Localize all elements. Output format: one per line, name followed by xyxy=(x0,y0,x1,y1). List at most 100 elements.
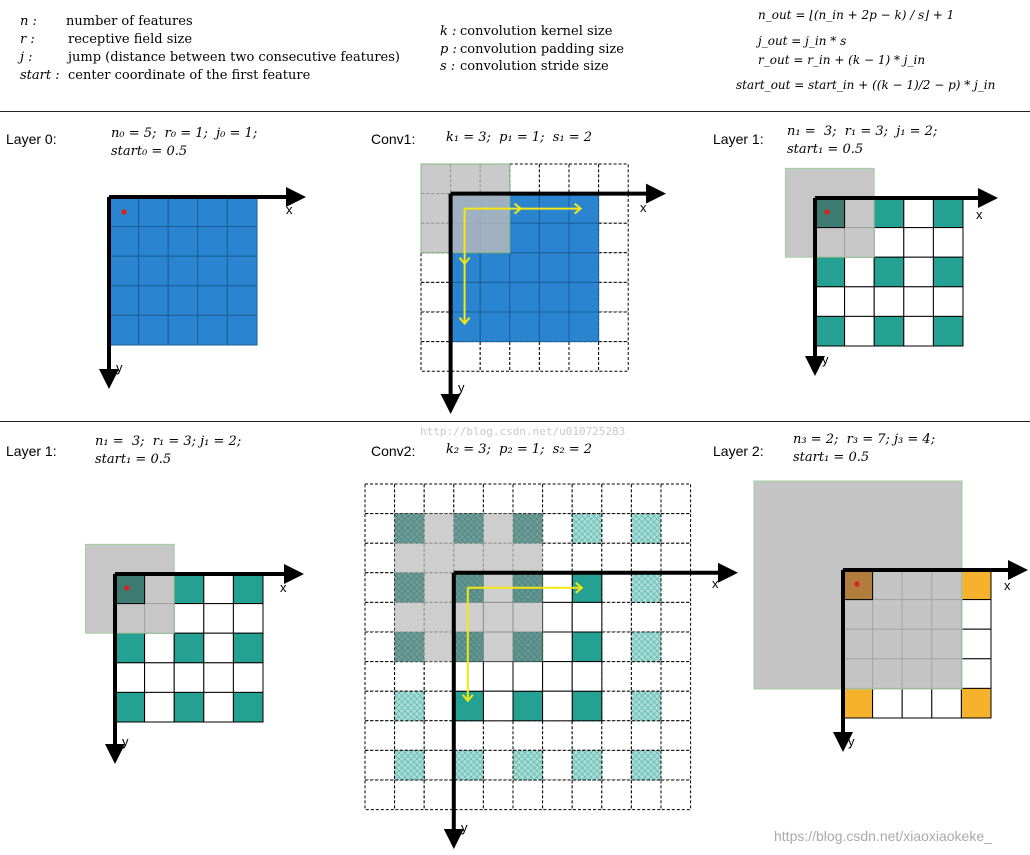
watermark-center: http://blog.csdn.net/u010725283 xyxy=(420,425,626,438)
x-axis-label: x xyxy=(976,207,983,222)
padding-cell xyxy=(660,601,692,633)
y-axis-label: y xyxy=(116,360,123,375)
gap-cell xyxy=(571,601,603,633)
layer1-top-diagram: xy xyxy=(784,167,998,376)
red-center-dot xyxy=(124,585,130,591)
padding-cell xyxy=(509,163,540,195)
gap-cell xyxy=(903,315,934,347)
padding-cell xyxy=(482,749,514,781)
padding-cell xyxy=(598,311,629,343)
conv2-diagram: xy xyxy=(364,483,738,849)
padding-cell xyxy=(453,779,484,811)
padded-feature-cell xyxy=(630,631,662,663)
feature-cell xyxy=(138,285,169,316)
divider-middle xyxy=(0,421,1030,422)
stride-arrowheads-x xyxy=(513,202,583,215)
input-cell xyxy=(568,311,600,343)
x-axis-label: x xyxy=(1004,578,1011,593)
gap-cell xyxy=(173,662,205,693)
input-cell xyxy=(509,222,540,254)
padding-cell xyxy=(601,542,632,574)
padding-cell xyxy=(420,252,452,283)
x-axis-label: x xyxy=(712,576,719,591)
padding-cell xyxy=(482,720,514,751)
padding-cell xyxy=(660,513,692,544)
gap-cell xyxy=(203,573,234,605)
feature-cell xyxy=(512,690,544,722)
gap-cell xyxy=(844,286,875,317)
padded-feature-cell xyxy=(571,749,603,781)
gap-cell xyxy=(960,628,992,660)
padded-feature-cell xyxy=(394,749,425,781)
input-cell xyxy=(568,222,600,254)
params-layer1-top-line2: start₁ = 0.5 xyxy=(787,142,864,157)
padded-feature-cell xyxy=(394,690,425,722)
input-cell xyxy=(538,252,570,283)
padding-cell xyxy=(601,661,632,692)
kernel-hatched-cell xyxy=(513,513,543,544)
legend-text-r: receptive field size xyxy=(68,32,193,47)
gap-cell xyxy=(873,227,905,258)
padding-cell xyxy=(420,341,452,372)
gap-cell xyxy=(844,256,875,288)
stride-arrowhead-y xyxy=(462,694,474,703)
input-cell xyxy=(538,281,570,313)
padding-cell xyxy=(542,542,573,574)
padding-cell xyxy=(542,779,573,811)
formula-j-out: j_out = j_in * s xyxy=(758,34,847,48)
gap-cell xyxy=(542,631,573,663)
padding-cell xyxy=(453,483,484,515)
y-axis-label: y xyxy=(458,380,465,395)
feature-cell xyxy=(167,285,199,316)
padding-cell xyxy=(423,779,455,811)
gap-cell xyxy=(203,691,234,723)
padding-cell xyxy=(364,661,396,692)
padding-cell xyxy=(601,513,632,544)
gap-cell xyxy=(960,658,992,689)
padding-cell xyxy=(660,483,692,515)
feature-cell xyxy=(197,314,228,346)
gap-cell xyxy=(114,662,146,693)
red-center-dot xyxy=(824,209,830,215)
kernel-hatched-cell xyxy=(394,632,425,662)
kernel-hatched-cell xyxy=(394,513,425,544)
gap-cell xyxy=(482,661,514,692)
input-cell xyxy=(568,281,600,313)
gap-cell xyxy=(903,227,934,258)
divider-top xyxy=(0,111,1030,112)
padding-cell xyxy=(394,661,425,692)
gap-cell xyxy=(232,603,264,634)
padding-cell xyxy=(598,222,629,254)
input-cell xyxy=(568,252,600,283)
legend-text-j: jump (distance between two consecutive f… xyxy=(68,50,400,65)
padding-cell xyxy=(598,281,629,313)
padding-cell xyxy=(479,341,511,372)
padding-cell xyxy=(601,631,632,663)
formula-start-out: start_out = start_in + ((k − 1)/2 − p) *… xyxy=(736,78,996,92)
padded-feature-cell xyxy=(630,749,662,781)
padding-cell xyxy=(423,720,455,751)
y-axis-label: y xyxy=(461,820,468,835)
padding-cell xyxy=(450,341,481,372)
feature-cell xyxy=(232,691,264,723)
feature-cell xyxy=(226,285,258,316)
feature-cell xyxy=(571,631,603,663)
padding-cell xyxy=(420,281,452,313)
padding-cell xyxy=(660,690,692,722)
gap-cell xyxy=(512,661,544,692)
padding-cell xyxy=(364,483,396,515)
feature-cell xyxy=(108,314,140,346)
legend-text-p: convolution padding size xyxy=(460,42,624,57)
feature-cell xyxy=(197,285,228,316)
padding-cell xyxy=(453,720,484,751)
input-cell xyxy=(509,252,540,283)
feature-cell xyxy=(114,632,146,664)
panel-title-conv1: Conv1: xyxy=(371,131,416,147)
feature-cell xyxy=(138,196,169,228)
padding-cell xyxy=(630,779,662,811)
feature-cell xyxy=(138,226,169,257)
padding-cell xyxy=(542,749,573,781)
feature-cell xyxy=(226,314,258,346)
gap-cell xyxy=(960,599,992,630)
